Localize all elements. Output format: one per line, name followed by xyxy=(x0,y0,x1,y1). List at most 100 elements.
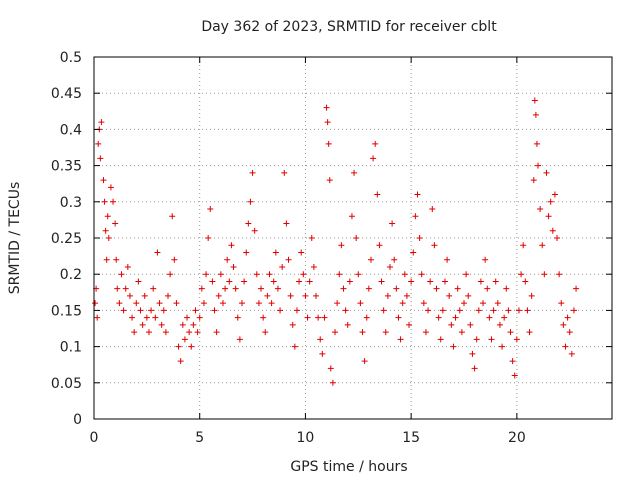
data-point xyxy=(272,249,279,256)
data-point xyxy=(215,292,222,299)
data-point xyxy=(511,372,518,379)
data-point xyxy=(255,300,262,307)
data-point xyxy=(107,184,114,191)
data-point xyxy=(441,278,448,285)
data-point xyxy=(482,256,489,263)
data-point xyxy=(429,206,436,213)
data-point xyxy=(490,307,497,314)
y-axis-label: SRMTID / TECUs xyxy=(7,182,23,295)
data-point xyxy=(509,358,516,365)
data-point xyxy=(340,285,347,292)
data-point xyxy=(308,235,315,241)
data-point xyxy=(406,321,413,328)
data-point xyxy=(104,213,111,220)
data-point xyxy=(184,314,191,321)
data-point xyxy=(454,285,461,292)
data-point xyxy=(321,314,328,321)
data-point xyxy=(526,329,533,336)
data-point xyxy=(173,300,180,307)
data-point xyxy=(126,292,133,299)
data-point xyxy=(515,307,522,314)
data-point xyxy=(535,162,541,169)
y-tick-label: 0.2 xyxy=(60,267,82,283)
data-point xyxy=(105,235,112,241)
data-point xyxy=(175,343,182,350)
data-point xyxy=(522,278,529,285)
data-point xyxy=(192,307,199,314)
data-point xyxy=(95,140,102,147)
data-point xyxy=(412,213,419,220)
data-point xyxy=(431,242,438,249)
data-point xyxy=(285,256,292,263)
data-point xyxy=(480,300,487,307)
data-point xyxy=(205,235,212,241)
data-point xyxy=(545,213,552,220)
data-point xyxy=(551,191,558,198)
data-point xyxy=(420,300,427,307)
data-point xyxy=(241,278,248,285)
data-point xyxy=(251,227,258,234)
data-point xyxy=(351,169,358,176)
data-point xyxy=(247,198,254,205)
data-point xyxy=(319,350,326,357)
data-point xyxy=(249,169,256,176)
data-point xyxy=(329,379,336,386)
data-point xyxy=(317,336,324,343)
data-point xyxy=(213,329,220,336)
data-point xyxy=(469,350,476,357)
data-point xyxy=(370,155,377,162)
x-axis-label: GPS time / hours xyxy=(290,459,407,475)
data-point xyxy=(287,292,294,299)
data-point xyxy=(456,307,463,314)
data-point xyxy=(461,300,467,307)
data-point xyxy=(162,329,169,336)
data-point xyxy=(154,249,161,256)
data-point xyxy=(258,285,265,292)
data-point xyxy=(232,285,239,292)
data-point xyxy=(336,271,343,278)
data-point xyxy=(165,292,171,299)
data-point xyxy=(129,314,136,321)
data-point xyxy=(463,271,470,278)
data-point xyxy=(416,235,423,241)
data-point xyxy=(293,307,300,314)
data-point xyxy=(380,307,387,314)
data-point xyxy=(573,285,580,292)
data-point xyxy=(217,271,224,278)
y-tick-label: 0.3 xyxy=(60,195,82,211)
data-points xyxy=(92,97,580,386)
data-point xyxy=(113,256,120,263)
data-point xyxy=(465,292,472,299)
data-point xyxy=(505,307,512,314)
data-point xyxy=(143,314,150,321)
chart-title: Day 362 of 2023, SRMTID for receiver cbl… xyxy=(201,19,497,35)
x-tick-label: 20 xyxy=(508,430,526,446)
data-point xyxy=(458,329,465,336)
data-point xyxy=(473,336,480,343)
data-point xyxy=(437,336,444,343)
data-point xyxy=(444,256,451,263)
data-point xyxy=(433,285,440,292)
data-point xyxy=(507,329,514,336)
data-point xyxy=(98,119,105,126)
data-point xyxy=(401,271,408,278)
data-point xyxy=(116,300,123,307)
data-point xyxy=(338,242,345,249)
data-point xyxy=(179,321,186,328)
data-point xyxy=(467,321,474,328)
data-point xyxy=(334,300,341,307)
data-point xyxy=(414,191,421,198)
data-point xyxy=(325,140,332,147)
data-point xyxy=(346,278,353,285)
data-point xyxy=(568,350,575,357)
data-point xyxy=(499,343,506,350)
data-point xyxy=(194,329,201,336)
data-point xyxy=(408,278,415,285)
data-point xyxy=(403,292,410,299)
data-point xyxy=(452,314,459,321)
data-point xyxy=(222,285,229,292)
data-point xyxy=(496,321,503,328)
data-point xyxy=(196,314,203,321)
data-point xyxy=(158,321,165,328)
data-point xyxy=(486,314,493,321)
